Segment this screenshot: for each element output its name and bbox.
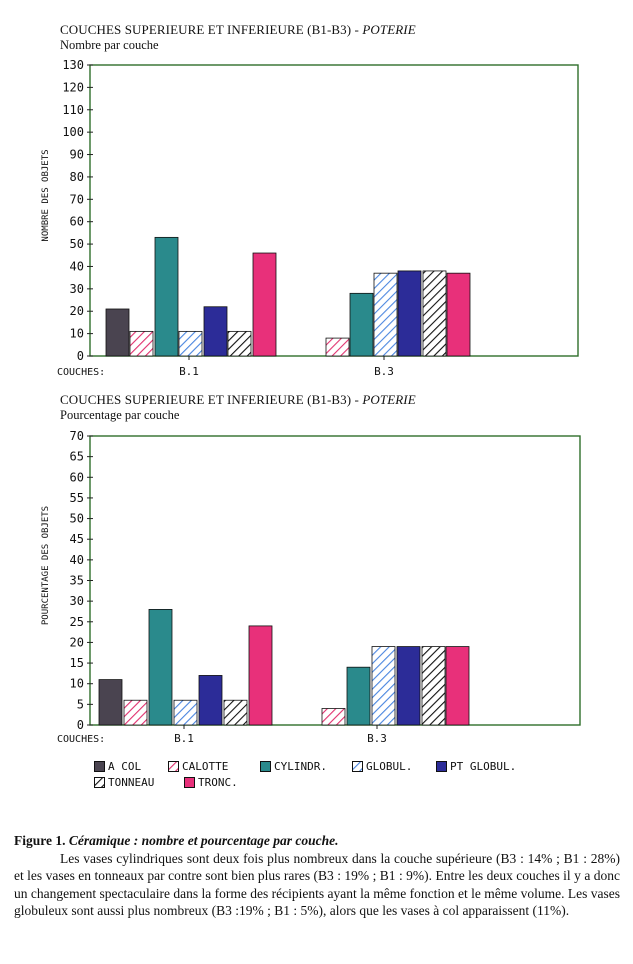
- bar-tonneau-B.1: [227, 330, 252, 357]
- bar-calotte-B.1: [129, 330, 154, 357]
- figure-caption: Figure 1. Céramique : nombre et pourcent…: [14, 832, 620, 920]
- bar-globul-B.1: [173, 699, 198, 726]
- x-category-label: B.1: [179, 365, 199, 378]
- bar-globul-B.1: [178, 330, 203, 357]
- legend-label: CYLINDR.: [274, 760, 327, 773]
- legend-label: A COL: [108, 760, 142, 773]
- y-tick-label: 5: [77, 697, 84, 711]
- y-tick-label: 100: [62, 125, 84, 139]
- caption-text: Les vases cylindriques sont deux fois pl…: [14, 850, 620, 919]
- bar-cylindr-B.1: [148, 609, 173, 726]
- legend-item-cylindr: CYLINDR.: [260, 760, 327, 773]
- bar-calotte-B.1: [123, 699, 148, 726]
- y-tick-label: 40: [70, 259, 84, 273]
- bar-cylindr-B.1: [154, 236, 179, 357]
- bar-pt_globul-B.3: [396, 646, 421, 726]
- y-tick-label: 65: [70, 450, 84, 464]
- legend-item-pt_globul: PT GLOBUL.: [436, 760, 516, 773]
- y-axis-label: NOMBRE DES OBJETS: [41, 149, 51, 241]
- bar-tonneau-B.1: [223, 699, 248, 726]
- chart-count: COUCHES SUPERIEURE ET INFERIEURE (B1-B3)…: [0, 0, 633, 390]
- y-tick-label: 55: [70, 491, 84, 505]
- bar-a_col-B.1: [105, 308, 130, 357]
- bar-tronc-B.1: [248, 625, 273, 726]
- y-tick-label: 45: [70, 532, 84, 546]
- legend-item-tronc: TRONC.: [184, 776, 238, 789]
- bar-a_col-B.1: [98, 679, 123, 726]
- legend-label: TRONC.: [198, 776, 238, 789]
- bar-cylindr-B.3: [349, 292, 374, 357]
- x-axis-label: COUCHES:: [57, 734, 105, 745]
- legend-item-calotte: CALOTTE: [168, 760, 228, 773]
- legend-label: PT GLOBUL.: [450, 760, 517, 773]
- legend-label: TONNEAU: [108, 776, 155, 789]
- y-tick-label: 25: [70, 615, 84, 629]
- chart-percentage: COUCHES SUPERIEURE ET INFERIEURE (B1-B3)…: [41, 392, 581, 745]
- legend-item-a_col: A COL: [94, 760, 141, 773]
- y-axis-label: POURCENTAGE DES OBJETS: [41, 506, 51, 625]
- chart-1-svg: 0 10 20 30 40 50 60 70 80 90 100 110 120 130 NOMBRE DE…: [41, 58, 579, 378]
- bar-tronc-B.3: [446, 272, 471, 357]
- legend-swatch: [436, 761, 447, 772]
- y-tick-label: 130: [62, 58, 84, 72]
- bar-pt_globul-B.1: [203, 306, 228, 357]
- y-tick-label: 40: [70, 553, 84, 567]
- bar-tronc-B.3: [445, 646, 470, 726]
- x-category-label: B.1: [174, 732, 194, 745]
- bar-calotte-B.3: [321, 708, 346, 726]
- y-tick-label: 110: [62, 103, 84, 117]
- y-tick-label: 10: [70, 677, 84, 691]
- y-tick-label: 0: [77, 349, 84, 363]
- legend-swatch: [352, 761, 363, 772]
- y-tick-label: 60: [70, 470, 84, 484]
- y-tick-label: 70: [70, 429, 84, 443]
- y-tick-label: 20: [70, 635, 84, 649]
- bar-pt_globul-B.3: [397, 270, 422, 357]
- chart-1-subtitle: Nombre par couche: [60, 38, 159, 52]
- bar-tonneau-B.3: [421, 646, 446, 726]
- y-tick-label: 30: [70, 282, 84, 296]
- legend-label: GLOBUL.: [366, 760, 413, 773]
- chart-1-title: COUCHES SUPERIEURE ET INFERIEURE (B1-B3)…: [60, 22, 416, 37]
- y-tick-label: 50: [70, 237, 84, 251]
- y-tick-label: 15: [70, 656, 84, 670]
- bar-tonneau-B.3: [422, 270, 447, 357]
- bar-pt_globul-B.1: [198, 675, 223, 726]
- chart-2-title: COUCHES SUPERIEURE ET INFERIEURE (B1-B3)…: [60, 392, 416, 407]
- y-tick-label: 10: [70, 327, 84, 341]
- y-tick-label: 30: [70, 594, 84, 608]
- legend-swatch: [94, 777, 105, 788]
- legend-swatch: [168, 761, 179, 772]
- x-category-label: B.3: [367, 732, 387, 745]
- bar-globul-B.3: [373, 272, 398, 357]
- bar-cylindr-B.3: [346, 666, 371, 726]
- y-tick-label: 50: [70, 512, 84, 526]
- bar-tronc-B.1: [252, 252, 277, 357]
- y-tick-label: 35: [70, 574, 84, 588]
- legend-swatch: [260, 761, 271, 772]
- y-tick-label: 90: [70, 148, 84, 162]
- chart-2-subtitle: Pourcentage par couche: [60, 408, 180, 422]
- legend-label: CALOTTE: [182, 760, 229, 773]
- y-tick-label: 80: [70, 170, 84, 184]
- legend-item-tonneau: TONNEAU: [94, 776, 154, 789]
- legend-swatch: [94, 761, 105, 772]
- legend-swatch: [184, 777, 195, 788]
- y-tick-label: 20: [70, 304, 84, 318]
- caption-heading: Figure 1. Céramique : nombre et pourcent…: [14, 833, 339, 848]
- bar-globul-B.3: [371, 646, 396, 726]
- y-tick-label: 0: [77, 718, 84, 732]
- y-tick-label: 60: [70, 215, 84, 229]
- chart-2-svg: 0 5 10 15 20 25 30 35 40 45 50 55 60 65 70 POURCENTAGE …: [41, 429, 581, 745]
- y-tick-label: 70: [70, 192, 84, 206]
- x-category-label: B.3: [374, 365, 394, 378]
- bar-calotte-B.3: [325, 337, 350, 357]
- y-tick-label: 120: [62, 80, 84, 94]
- x-axis-label: COUCHES:: [57, 367, 105, 378]
- legend-item-globul: GLOBUL.: [352, 760, 412, 773]
